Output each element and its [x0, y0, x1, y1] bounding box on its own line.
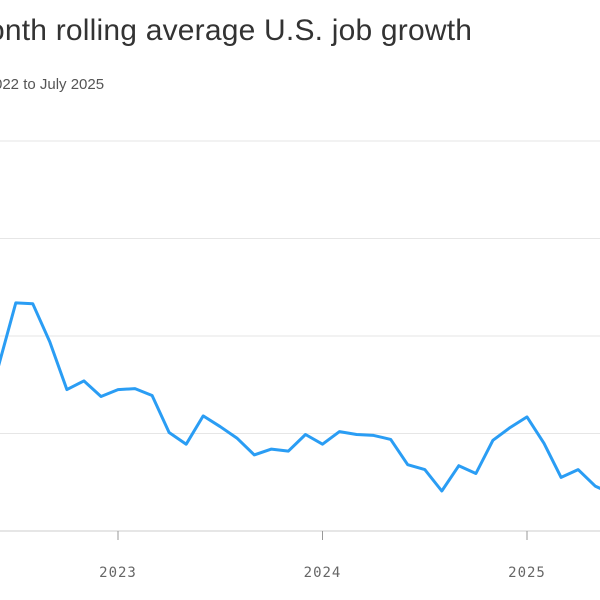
gridlines [0, 140, 600, 532]
x-tick-label: 2025 [508, 565, 546, 581]
chart-title: onth rolling average U.S. job growth [0, 14, 473, 47]
series-line [0, 301, 600, 493]
x-tick-label: 2023 [99, 565, 137, 581]
x-tick-label: 2024 [304, 565, 342, 581]
chart-subtitle: 022 to July 2025 [0, 76, 105, 93]
x-axis-ticks: 2023 2024 2025 [99, 531, 546, 581]
series-layer [0, 301, 600, 493]
